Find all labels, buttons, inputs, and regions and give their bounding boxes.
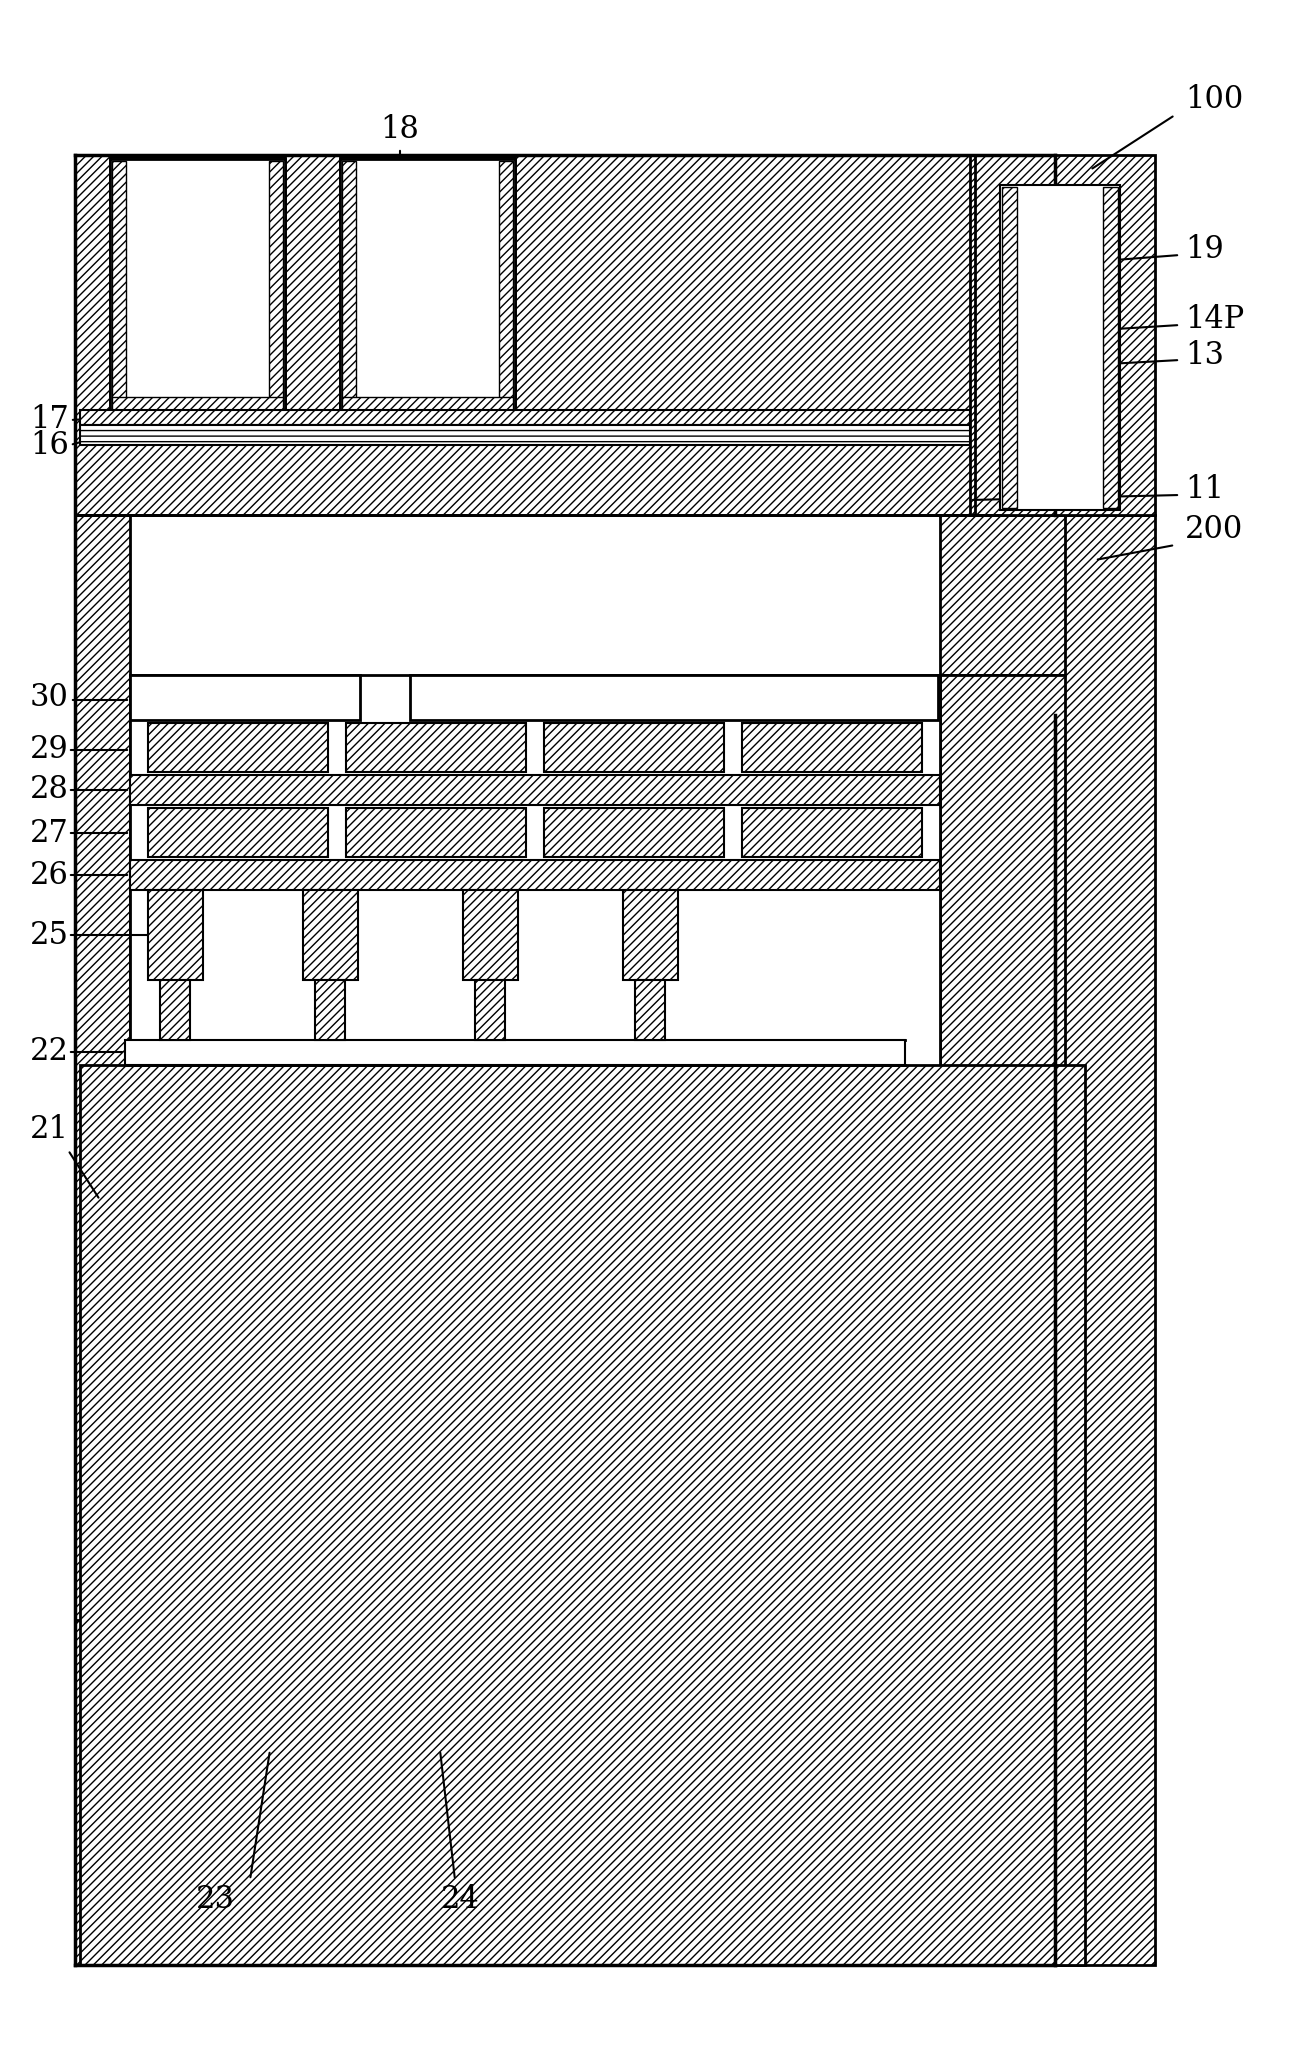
Bar	[148, 722, 328, 772]
Text: 21: 21	[30, 1114, 69, 1145]
Bar	[340, 159, 515, 414]
Bar	[463, 890, 518, 979]
Bar	[635, 979, 665, 1039]
Bar	[75, 155, 970, 515]
Bar	[940, 515, 1065, 675]
Bar	[80, 410, 970, 424]
Text: 28: 28	[30, 774, 69, 805]
Bar	[346, 722, 526, 772]
Bar	[160, 979, 190, 1039]
Text: 13: 13	[1185, 339, 1224, 371]
Bar	[940, 675, 1065, 1964]
Bar	[111, 397, 283, 412]
Text: 14P: 14P	[1185, 304, 1244, 335]
Bar	[110, 157, 284, 414]
Text: 18: 18	[380, 114, 420, 145]
Bar	[303, 890, 358, 979]
Bar	[342, 161, 357, 412]
Bar	[111, 161, 126, 412]
Bar	[1000, 184, 1120, 509]
Text: 29: 29	[30, 735, 68, 766]
Bar	[148, 807, 328, 857]
Text: 25: 25	[30, 919, 69, 950]
Bar	[544, 807, 724, 857]
Bar	[75, 1621, 985, 1964]
Text: 11: 11	[1185, 474, 1224, 505]
Text: 100: 100	[1185, 85, 1243, 116]
Text: 23: 23	[195, 1884, 235, 1915]
Text: 16: 16	[30, 428, 69, 460]
Bar	[410, 675, 937, 720]
Text: 30: 30	[30, 681, 69, 712]
Bar	[125, 1039, 905, 1064]
Text: 26: 26	[30, 859, 69, 890]
Bar	[499, 161, 513, 412]
Bar	[80, 424, 970, 445]
Bar	[269, 161, 283, 412]
Text: 24: 24	[440, 1884, 480, 1915]
Bar	[148, 890, 203, 979]
Bar	[1002, 186, 1017, 507]
Text: 22: 22	[30, 1037, 69, 1068]
Bar	[340, 157, 515, 414]
Bar	[742, 807, 922, 857]
Bar	[475, 979, 505, 1039]
Bar	[940, 675, 958, 1675]
Bar	[110, 159, 284, 414]
Bar	[80, 1064, 1086, 1964]
Text: 27: 27	[30, 818, 69, 849]
Bar	[544, 722, 724, 772]
Text: 200: 200	[1185, 515, 1243, 546]
Text: 19: 19	[1185, 234, 1223, 265]
Bar	[130, 859, 940, 890]
Bar	[1103, 186, 1118, 507]
Bar	[130, 675, 940, 1621]
Bar	[75, 155, 995, 515]
Bar	[342, 397, 513, 412]
Text: 17: 17	[30, 404, 69, 435]
Bar	[130, 774, 940, 805]
Bar	[1061, 515, 1155, 1964]
Bar	[975, 155, 1155, 515]
Bar	[742, 722, 922, 772]
Bar	[130, 675, 361, 720]
Bar	[75, 515, 130, 1964]
Bar	[315, 979, 345, 1039]
Bar	[346, 807, 526, 857]
Bar	[623, 890, 678, 979]
